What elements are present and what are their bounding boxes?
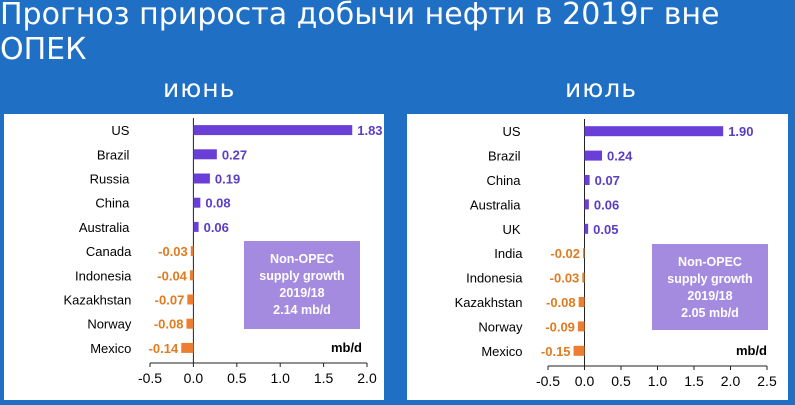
category-label: Russia <box>90 172 131 187</box>
note-line: Non-OPEC <box>270 252 334 266</box>
bar <box>193 149 217 160</box>
data-label: 0.07 <box>595 173 620 188</box>
data-label: -0.08 <box>154 317 184 332</box>
bar <box>193 221 199 232</box>
category-label: China <box>487 173 522 188</box>
note-line: 2.14 mb/d <box>273 303 331 317</box>
category-label: India <box>494 246 523 261</box>
x-tick-label: 2.5 <box>757 373 777 389</box>
note-line: Non-OPEC <box>678 255 742 269</box>
category-label: US <box>502 124 520 139</box>
data-label: -0.07 <box>155 293 185 308</box>
note-line: 2.05 mb/d <box>681 306 739 320</box>
category-label: US <box>111 123 129 138</box>
bar <box>189 270 194 281</box>
x-tick-label: 1.5 <box>684 373 704 389</box>
x-tick-label: 2.0 <box>721 373 741 389</box>
bar <box>584 199 589 210</box>
data-label: -0.03 <box>158 244 188 259</box>
page-title: Прогноз прироста добычи нефти в 2019г вн… <box>0 0 720 67</box>
june-chart-panel: -0.5 0.0 0.5 1.0 1.5 2.0 US 1.83 Brazil 0.27 Russi… <box>4 114 384 400</box>
supply-growth-note-box <box>652 244 768 330</box>
category-label: Indonesia <box>75 268 132 283</box>
bar <box>187 294 194 305</box>
x-tick-label: -0.5 <box>138 370 162 386</box>
bar <box>193 125 353 136</box>
july-bar-chart: -0.5 0.0 0.5 1.0 1.5 2.0 2.5 US 1.90 Brazil 0.24 Ch… <box>455 119 777 389</box>
category-label: Indonesia <box>466 271 523 286</box>
note-line: supply growth <box>667 272 752 286</box>
bar <box>582 272 585 283</box>
bar <box>578 297 585 307</box>
category-label: Brazil <box>488 149 521 164</box>
june-label: июнь <box>163 74 236 103</box>
category-label: Australia <box>470 197 521 212</box>
bar <box>584 175 590 185</box>
x-tick-label: 0.0 <box>184 370 204 386</box>
x-tick-label: 1.5 <box>314 370 334 386</box>
bar <box>193 197 201 208</box>
bar <box>181 342 194 353</box>
category-label: Australia <box>79 220 130 235</box>
bar <box>190 246 194 257</box>
x-tick-label: 2.0 <box>357 370 377 386</box>
bar <box>573 345 585 356</box>
bar <box>584 223 589 234</box>
category-label: Brazil <box>97 147 130 162</box>
x-tick-label: 0.5 <box>611 373 631 389</box>
x-tick-label: 1.0 <box>270 370 290 386</box>
data-label: 0.19 <box>215 172 240 187</box>
data-label: 0.06 <box>204 220 229 235</box>
x-tick-label: 0.0 <box>575 373 595 389</box>
bar <box>584 150 603 161</box>
category-label: Mexico <box>90 341 131 356</box>
note-line: 2019/18 <box>687 289 732 303</box>
supply-growth-note-box <box>244 241 360 329</box>
category-label: Mexico <box>481 344 522 359</box>
note-line: supply growth <box>259 269 344 283</box>
data-label: -0.09 <box>545 319 575 334</box>
bar <box>193 173 210 184</box>
category-label: Kazakhstan <box>455 295 523 310</box>
july-chart-panel: -0.5 0.0 0.5 1.0 1.5 2.0 2.5 US 1.90 Brazil 0.24 Ch… <box>407 114 788 400</box>
data-label: 0.24 <box>607 149 633 164</box>
july-label: июль <box>565 74 638 103</box>
bar <box>186 318 194 329</box>
data-label: -0.03 <box>550 271 580 286</box>
x-tick-label: -0.5 <box>536 373 560 389</box>
data-label: -0.08 <box>546 295 576 310</box>
bar <box>577 321 585 332</box>
data-label: 0.27 <box>222 147 247 162</box>
june-bar-chart: -0.5 0.0 0.5 1.0 1.5 2.0 US 1.83 Brazil 0.27 Russi… <box>63 118 383 386</box>
x-tick-label: 0.5 <box>227 370 247 386</box>
note-line: 2019/18 <box>279 286 324 300</box>
data-label: -0.14 <box>149 341 179 356</box>
data-label: 0.06 <box>594 197 619 212</box>
data-label: 1.90 <box>728 124 753 139</box>
bar <box>584 126 724 137</box>
data-label: 0.05 <box>593 222 618 237</box>
data-label: -0.15 <box>541 344 571 359</box>
data-label: -0.04 <box>157 268 187 283</box>
data-label: 1.83 <box>357 123 382 138</box>
unit-label: mb/d <box>331 340 362 355</box>
bar <box>583 248 585 259</box>
data-label: -0.02 <box>550 246 580 261</box>
category-label: Norway <box>478 319 523 334</box>
category-label: UK <box>502 222 520 237</box>
category-label: Canada <box>86 244 132 259</box>
data-label: 0.08 <box>205 196 230 211</box>
unit-label: mb/d <box>736 343 767 358</box>
category-label: Norway <box>87 317 132 332</box>
category-label: China <box>95 196 130 211</box>
x-tick-label: 1.0 <box>648 373 668 389</box>
category-label: Kazakhstan <box>63 293 131 308</box>
